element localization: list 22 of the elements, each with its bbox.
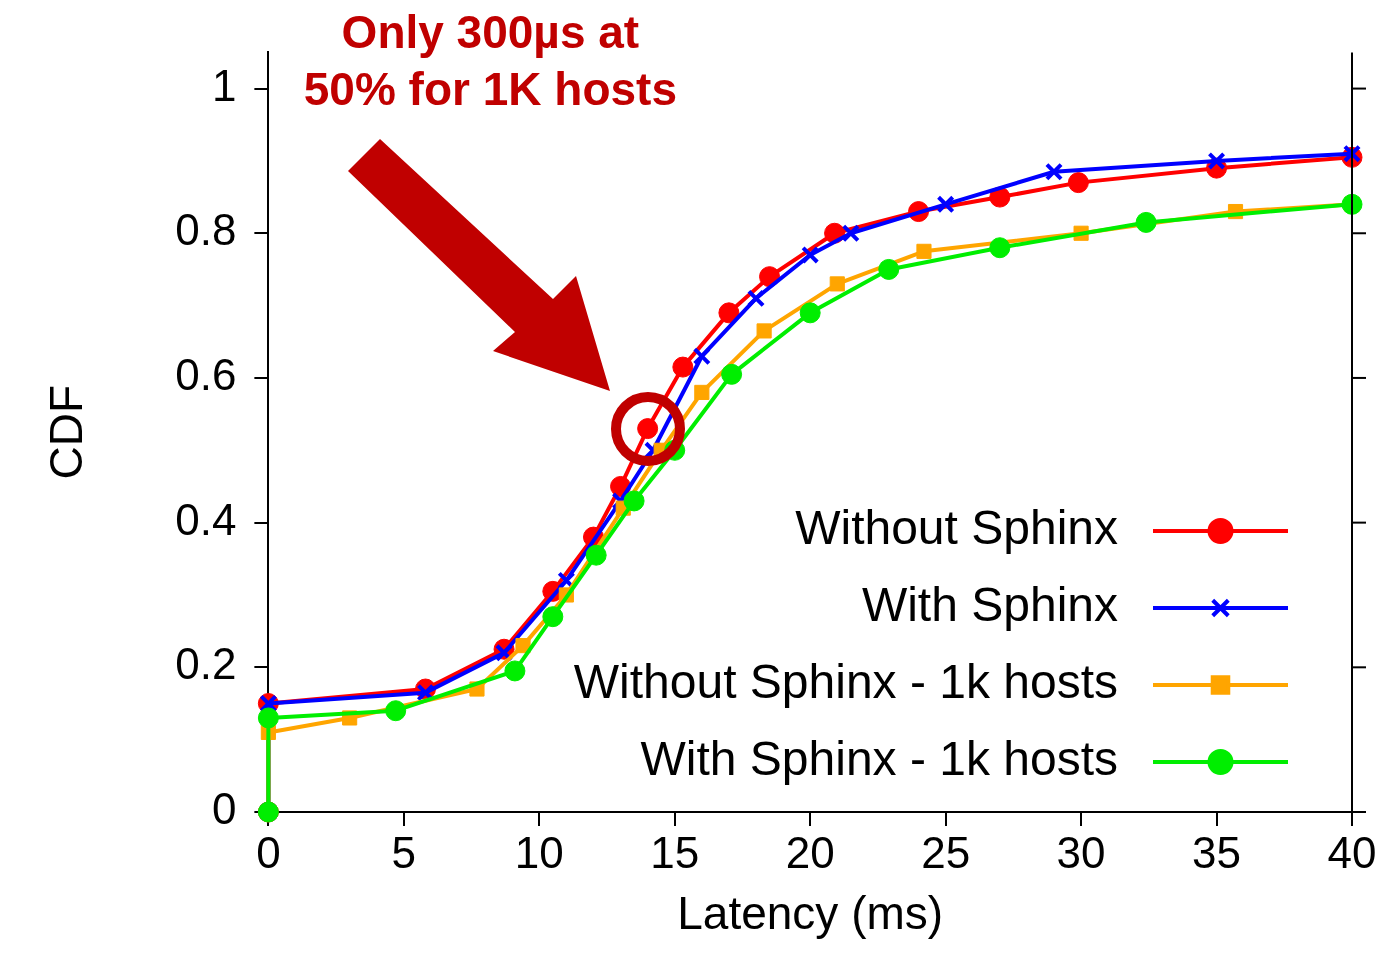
annotation: Only 300µs at 50% for 1K hosts bbox=[303, 5, 677, 115]
y-tick-label: 1 bbox=[211, 60, 237, 110]
y-tick-label: 0.2 bbox=[175, 639, 237, 689]
y-tick-label: 0.4 bbox=[175, 494, 237, 544]
x-tick-label: 35 bbox=[1192, 827, 1242, 877]
x-tick-label: 30 bbox=[1056, 827, 1106, 877]
x-tick-label: 40 bbox=[1327, 827, 1377, 877]
x-tick-label: 0 bbox=[256, 827, 281, 877]
legend-label: Without Sphinx bbox=[795, 501, 1118, 555]
x-axis-title: Latency (ms) bbox=[677, 887, 944, 940]
x-tick-label: 25 bbox=[921, 827, 971, 877]
x-tick-label: 15 bbox=[650, 827, 700, 877]
y-tick-label: 0 bbox=[211, 784, 237, 834]
y-axis-title: CDF bbox=[40, 384, 93, 480]
x-tick-label: 10 bbox=[514, 827, 564, 877]
legend-label: With Sphinx - 1k hosts bbox=[640, 732, 1118, 786]
x-tick-label: 5 bbox=[391, 827, 417, 877]
x-tick-label: 20 bbox=[785, 827, 835, 877]
y-tick-label: 0.8 bbox=[175, 205, 237, 255]
legend-label: With Sphinx bbox=[861, 578, 1118, 632]
y-tick-label: 0.6 bbox=[175, 350, 237, 400]
legend-label: Without Sphinx - 1k hosts bbox=[573, 655, 1118, 709]
